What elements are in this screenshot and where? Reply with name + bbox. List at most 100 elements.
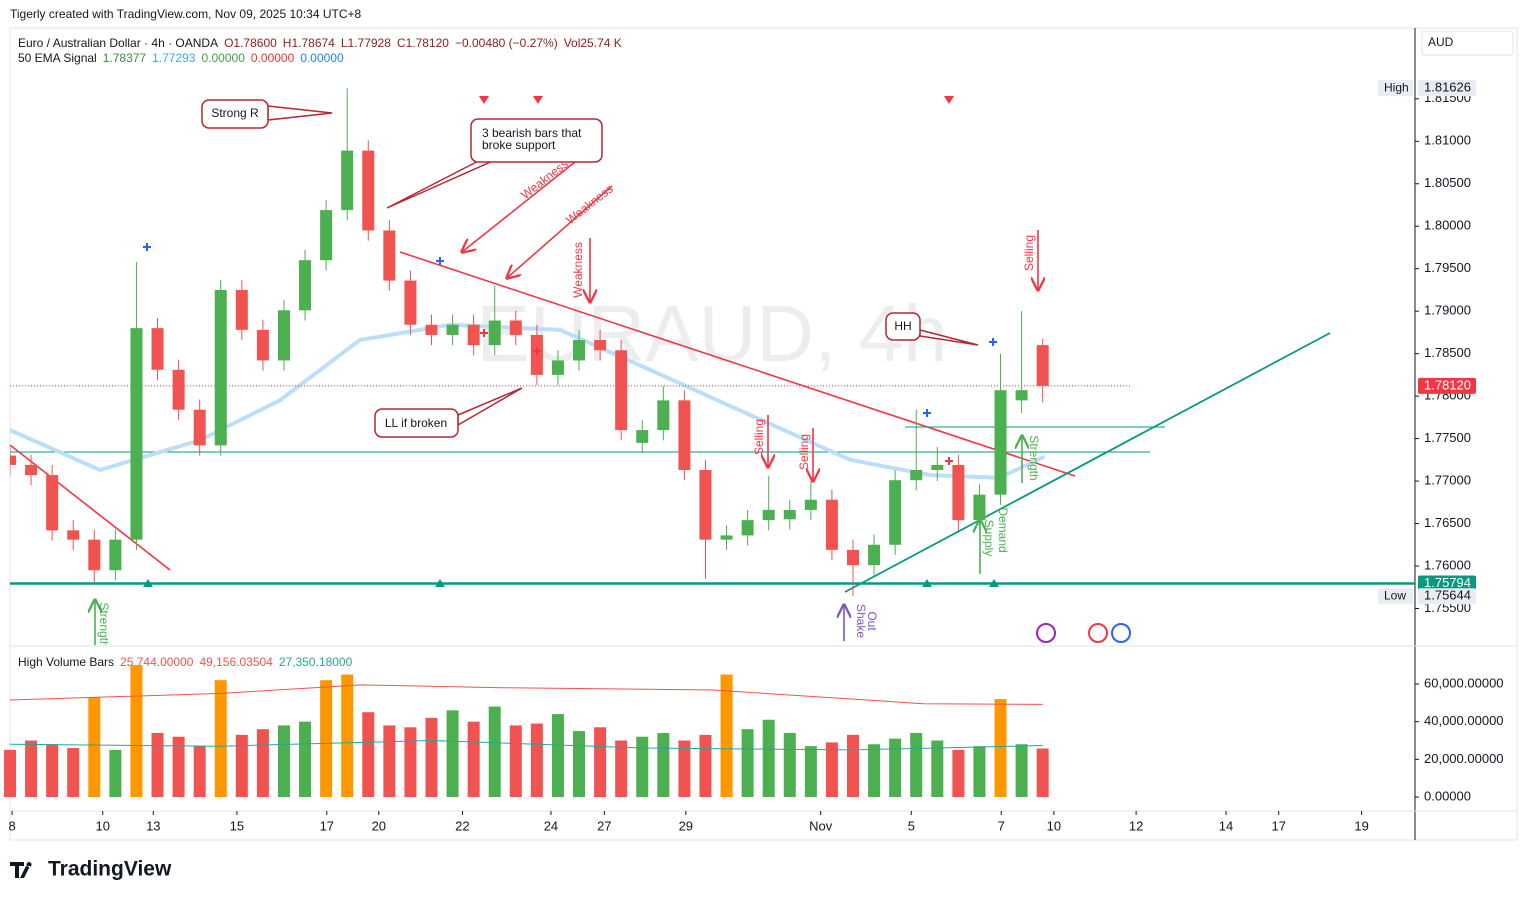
quote-item: −0.00480 (−0.27%) xyxy=(455,36,558,50)
volume-bar xyxy=(277,725,290,798)
y-tick-label: 1.80500 xyxy=(1424,175,1471,190)
candle-body xyxy=(256,329,269,361)
signal-triangle xyxy=(533,96,543,104)
candle-body xyxy=(699,470,712,540)
signal-plus xyxy=(533,347,541,355)
volume-bar xyxy=(889,738,902,798)
x-tick-label: 13 xyxy=(146,818,160,833)
volume-bar xyxy=(320,680,333,798)
volume-legend: High Volume Bars 25,744.00000 49,156.03504… xyxy=(18,655,353,669)
annotation-text: Strong R xyxy=(211,106,259,120)
volume-bar xyxy=(25,740,38,798)
x-tick-label: 22 xyxy=(455,818,469,833)
candle-body xyxy=(277,310,290,361)
annotation-text: Weakness xyxy=(563,182,616,227)
caption: Tigerly created with TradingView.com, No… xyxy=(10,7,362,21)
volume-bar xyxy=(636,736,649,798)
quote-item: L1.77928 xyxy=(341,36,391,50)
candle-body xyxy=(299,260,312,311)
volume-bar xyxy=(594,727,607,798)
candle-body xyxy=(25,464,38,476)
annotation-text: LL if broken xyxy=(385,416,447,430)
indicator-value: 0.00000 xyxy=(251,51,295,65)
event-icon xyxy=(1036,623,1056,643)
candle-body xyxy=(109,539,122,571)
x-tick-label: 10 xyxy=(95,818,109,833)
volume-bar xyxy=(214,680,227,798)
x-tick-label: 8 xyxy=(8,818,15,833)
volume-bar xyxy=(256,729,269,798)
callout-pointer xyxy=(457,387,523,427)
candle-body xyxy=(657,400,670,431)
volume-tick-label: 40,000.00000 xyxy=(1424,713,1504,728)
volume-bar xyxy=(1015,744,1028,798)
volume-bar xyxy=(615,740,628,798)
brand: TradingView xyxy=(48,858,172,881)
quote-item: O1.78600 xyxy=(224,36,277,50)
annotation-text: Strength xyxy=(1027,435,1041,480)
y-tick-label: 1.81000 xyxy=(1424,133,1471,148)
candle-body xyxy=(172,369,185,410)
annotation-text: Shake xyxy=(854,604,868,638)
y-tick-label: 1.78500 xyxy=(1424,345,1471,360)
candle-body xyxy=(910,470,923,481)
volume-line xyxy=(9,684,1043,705)
volume-bar xyxy=(678,740,691,798)
annotation-text: Selling xyxy=(1022,235,1036,271)
annotation-text: broke support xyxy=(482,138,556,152)
candle-body xyxy=(594,340,607,351)
candle-body xyxy=(446,324,459,335)
volume-bar xyxy=(235,734,248,798)
candle-body xyxy=(615,350,628,431)
x-tick-label: 12 xyxy=(1129,818,1143,833)
volume-bar xyxy=(762,719,775,798)
volume-bar xyxy=(446,710,459,798)
volume-bar xyxy=(509,725,522,798)
arrow xyxy=(507,185,613,278)
candle-body xyxy=(46,475,59,531)
candle-body xyxy=(425,324,438,335)
volume-bar xyxy=(383,725,396,798)
candle-body xyxy=(973,494,986,521)
event-icon xyxy=(1111,623,1131,643)
signal-triangle xyxy=(435,579,445,587)
candle-body xyxy=(1036,345,1049,386)
signal-triangle xyxy=(944,96,954,104)
volume-bar xyxy=(67,748,80,798)
quote-item: H1.78674 xyxy=(283,36,335,50)
callout-box xyxy=(885,312,921,341)
volume-bar xyxy=(804,746,817,798)
indicator-name: 50 EMA Signal xyxy=(18,51,97,65)
signal-plus xyxy=(143,243,151,251)
candle-body xyxy=(720,535,733,540)
candle-body xyxy=(130,328,143,540)
callout-pointer xyxy=(386,154,497,209)
volume-legend-value: 49,156.03504 xyxy=(199,655,273,669)
candle-body xyxy=(931,464,944,471)
candle-body xyxy=(741,520,754,536)
signal-plus xyxy=(923,409,931,417)
extreme-value-box xyxy=(1418,80,1476,97)
volume-bar xyxy=(699,734,712,798)
callout-box xyxy=(470,118,603,163)
volume-bar xyxy=(130,665,143,798)
volume-tick-label: 20,000.00000 xyxy=(1424,751,1504,766)
candle-body xyxy=(383,230,396,281)
volume-bar xyxy=(1036,748,1049,798)
x-tick-label: 14 xyxy=(1219,818,1233,833)
volume-bar xyxy=(847,734,859,798)
candle-body xyxy=(1015,390,1028,401)
volume-bar xyxy=(299,721,312,798)
candle-body xyxy=(678,400,691,471)
y-tick-label: 1.77000 xyxy=(1424,472,1471,487)
volume-bar xyxy=(741,729,754,798)
candle-body xyxy=(847,549,859,566)
volume-bar xyxy=(530,723,543,798)
currency-box[interactable] xyxy=(1421,30,1514,56)
event-icon xyxy=(1088,623,1108,643)
volume-bar xyxy=(109,749,122,798)
annotation-text: Out xyxy=(865,611,879,631)
extreme-name: Low xyxy=(1384,588,1406,602)
